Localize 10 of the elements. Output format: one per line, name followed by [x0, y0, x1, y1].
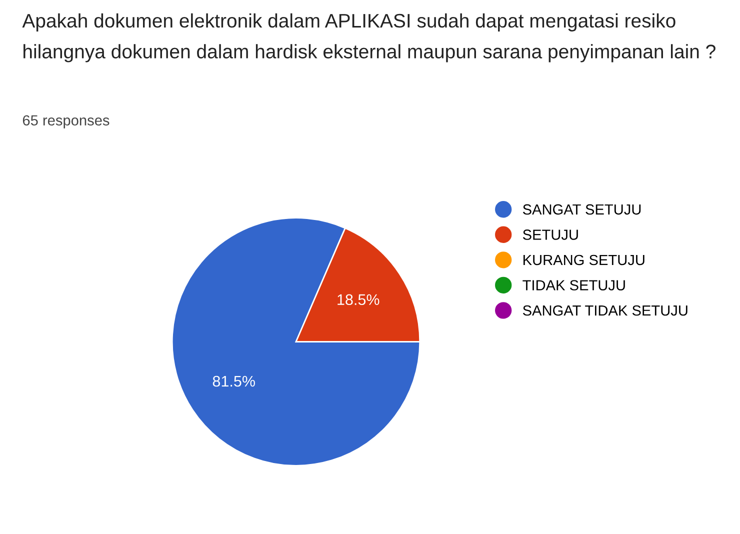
legend-label: SETUJU: [522, 230, 578, 240]
data-label: 18.5%: [338, 294, 380, 306]
legend-label: SANGAT SETUJU: [522, 204, 641, 215]
data-label: 81.5%: [212, 376, 255, 387]
legend-label: SANGAT TIDAK SETUJU: [522, 305, 688, 316]
chart-title: Apakah dokumen elektronik dalam APLIKASI sudah dapat mengatasi resiko hilangnya dokumen dalam hardisk eksternal maupun sarana penyimpanan lain ?: [22, 13, 716, 62]
legend-label: KURANG SETUJU: [524, 254, 644, 266]
pie-slice: [171, 217, 421, 466]
chart-subtitle: 65 responses: [22, 115, 110, 128]
legend-label: TIDAK SETUJU: [522, 280, 625, 290]
